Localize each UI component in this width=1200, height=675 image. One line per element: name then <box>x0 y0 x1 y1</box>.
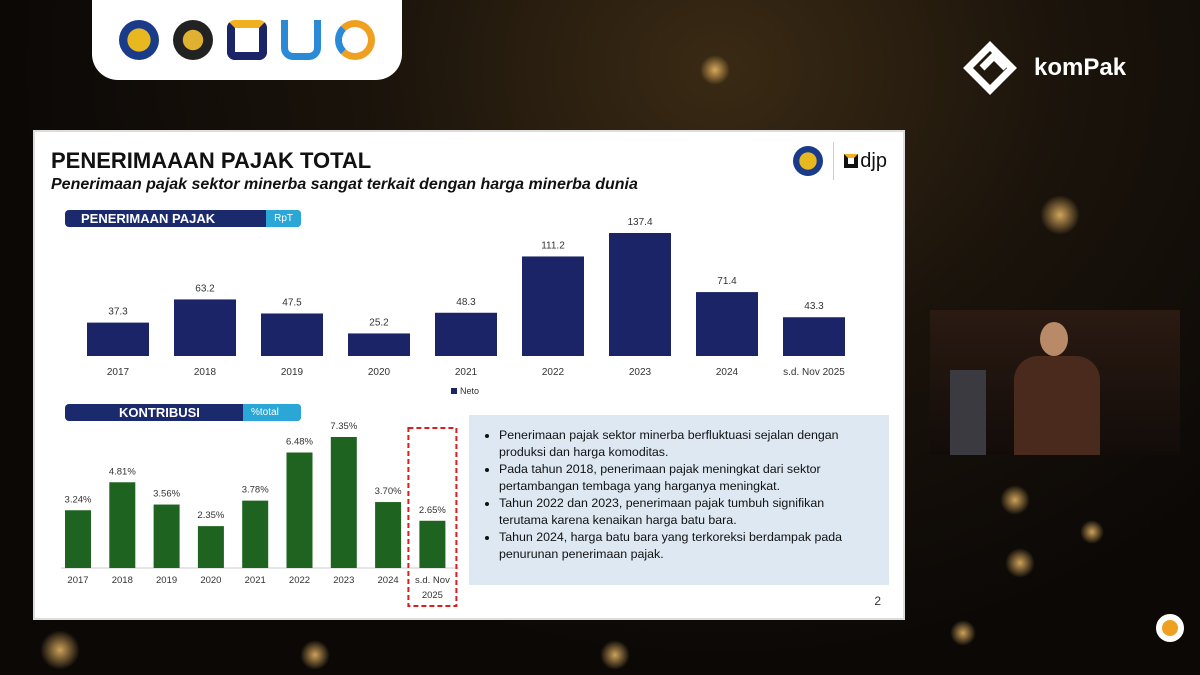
page-number: 2 <box>874 594 881 608</box>
djp-icon <box>844 154 859 168</box>
speaker-video <box>930 310 1180 455</box>
chart2-title: KONTRIBUSI <box>119 405 200 420</box>
note-item: Pada tahun 2018, penerimaan pajak mening… <box>499 461 875 495</box>
x-tick-label: s.d. Nov 2025 <box>783 367 845 378</box>
bar-s.d. Nov 2025 <box>419 520 446 568</box>
x-tick-label: 2021 <box>245 575 266 586</box>
legend-label: Neto <box>460 386 479 396</box>
bar-2022 <box>522 256 584 356</box>
data-label: 37.3 <box>108 307 128 318</box>
data-label: 47.5 <box>282 297 302 308</box>
djp-logo <box>227 20 267 60</box>
x-tick-label: 2020 <box>200 575 221 586</box>
x-tick-label: 2023 <box>629 367 652 378</box>
kemenkeu-logo <box>793 146 824 176</box>
data-label: 137.4 <box>627 217 652 228</box>
coretax-logo <box>281 20 321 60</box>
charts-svg: 37.3 2017 63.2 2018 47.5 2019 25.2 2020 48.3 2021… <box>61 217 845 607</box>
data-label: 6.48% <box>286 437 313 448</box>
corner-logo-icon <box>1156 614 1184 642</box>
bar-2018 <box>174 299 236 356</box>
data-label: 3.78% <box>242 485 269 496</box>
partner-logos <box>92 0 402 80</box>
chart2-unit: %total <box>243 404 301 421</box>
slide-subtitle: Penerimaan pajak sektor minerba sangat t… <box>51 176 638 193</box>
bar-2020 <box>348 333 410 356</box>
data-label: 2.35% <box>197 510 224 521</box>
bar-2021 <box>435 312 497 356</box>
note-item: Penerimaan pajak sektor minerba berflukt… <box>499 427 875 461</box>
bar-2024 <box>696 292 758 356</box>
bar-2023 <box>330 437 357 568</box>
chart2-header: KONTRIBUSI %total <box>65 404 301 421</box>
bar-2018 <box>109 482 136 568</box>
x-tick-label: 2017 <box>107 367 130 378</box>
x-tick-label: 2025 <box>422 590 443 601</box>
kompak-logo-icon <box>963 41 1017 95</box>
x-tick-label: 2024 <box>378 575 399 586</box>
data-label: 43.3 <box>804 301 824 312</box>
bar-2024 <box>375 502 402 568</box>
x-tick-label: s.d. Nov <box>415 575 450 586</box>
x-tick-label: 2017 <box>67 575 88 586</box>
bar-2021 <box>242 500 269 568</box>
brand-name: komPak <box>1034 54 1127 81</box>
data-label: 3.70% <box>375 486 402 497</box>
bar-2017 <box>65 510 91 568</box>
data-label: 7.35% <box>330 421 357 432</box>
chart1-header: PENERIMAAN PAJAK RpT <box>65 210 301 227</box>
data-label: 71.4 <box>717 276 737 287</box>
bar-2019 <box>261 313 323 356</box>
x-tick-label: 2022 <box>289 575 310 586</box>
slide-title: PENERIMAAAN PAJAK TOTAL <box>51 148 372 173</box>
data-label: 48.3 <box>456 297 476 308</box>
slide-logos: djp <box>793 142 887 180</box>
chart1-title: PENERIMAAN PAJAK <box>81 211 216 226</box>
data-label: 2.65% <box>419 505 446 516</box>
emblem-logo <box>173 20 213 60</box>
bar-s.d. Nov 2025 <box>783 317 845 356</box>
bar-2019 <box>153 504 180 568</box>
bar-2020 <box>197 526 224 568</box>
notes-box: Penerimaan pajak sektor minerba berflukt… <box>469 415 889 585</box>
x-tick-label: 2020 <box>368 367 391 378</box>
djp-logo-text: djp <box>860 149 887 172</box>
bar-2017 <box>87 322 149 356</box>
x-tick-label: 2019 <box>156 575 177 586</box>
data-label: 3.56% <box>153 489 180 500</box>
kemenkeu-logo <box>119 20 159 60</box>
x-tick-label: 2022 <box>542 367 565 378</box>
x-tick-label: 2021 <box>455 367 478 378</box>
note-item: Tahun 2022 dan 2023, penerimaan pajak tu… <box>499 495 875 529</box>
x-tick-label: 2019 <box>281 367 304 378</box>
x-tick-label: 2023 <box>333 575 354 586</box>
data-label: 25.2 <box>369 317 389 328</box>
data-label: 4.81% <box>109 466 136 477</box>
x-tick-label: 2024 <box>716 367 739 378</box>
data-label: 111.2 <box>541 240 565 251</box>
pajak-logo <box>335 20 375 60</box>
note-item: Tahun 2024, harga batu bara yang terkore… <box>499 529 875 563</box>
bar-2023 <box>609 233 671 356</box>
highlight-box <box>407 427 458 607</box>
data-label: 3.24% <box>65 494 92 505</box>
bar-2022 <box>286 452 313 568</box>
x-tick-label: 2018 <box>112 575 133 586</box>
presentation-slide: PENERIMAAAN PAJAK TOTAL Penerimaan pajak… <box>33 130 905 620</box>
legend-swatch <box>451 388 457 394</box>
kompak-brand: komPak <box>960 40 1126 96</box>
x-tick-label: 2018 <box>194 367 217 378</box>
chart1-unit: RpT <box>266 210 301 227</box>
data-label: 63.2 <box>195 283 215 294</box>
